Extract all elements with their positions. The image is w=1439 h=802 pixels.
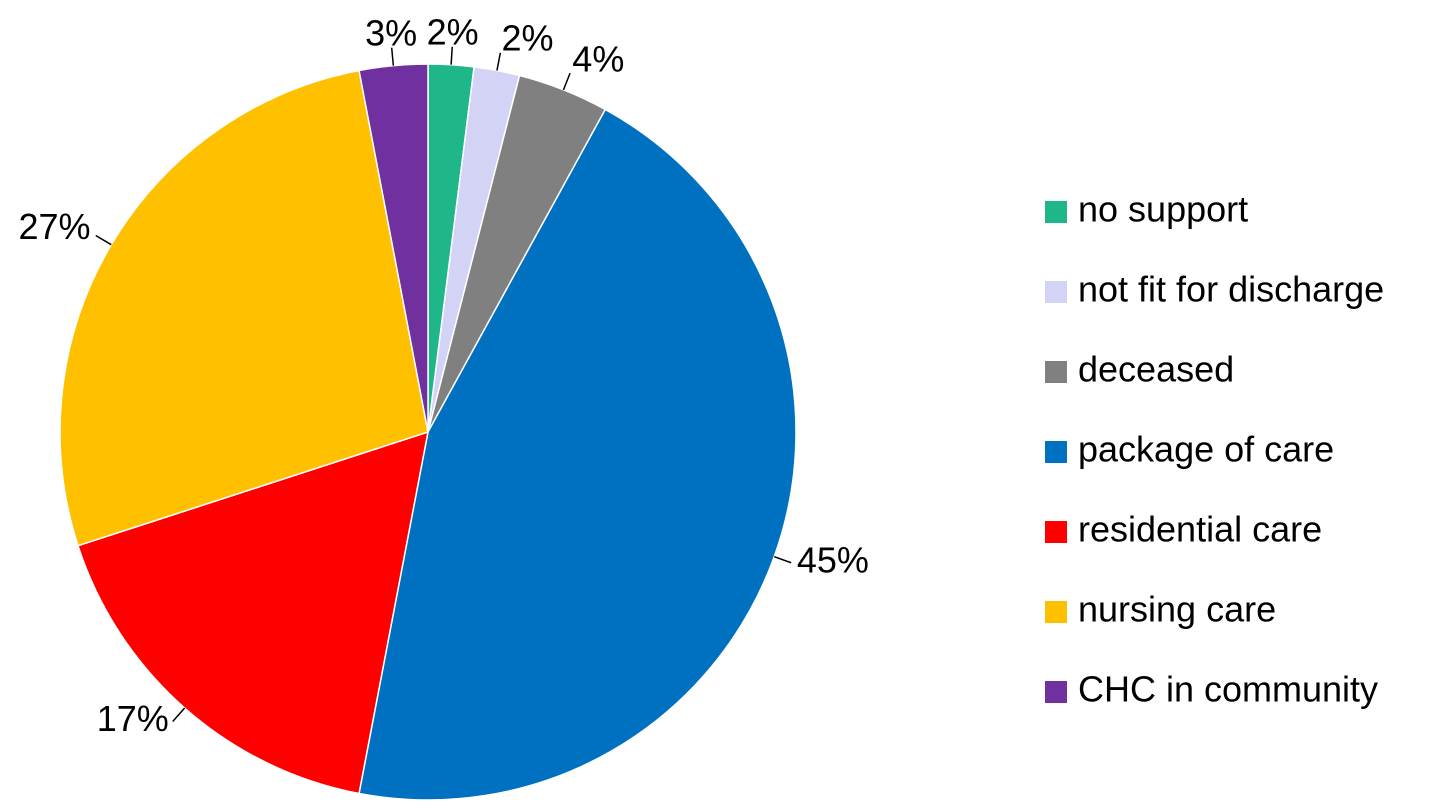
legend-label: package of care	[1078, 429, 1334, 470]
data-label: 17%	[97, 698, 169, 739]
leader-line	[562, 72, 571, 91]
legend-swatch	[1045, 441, 1067, 463]
legend-label: residential care	[1078, 509, 1322, 550]
legend-swatch	[1045, 201, 1067, 223]
legend-swatch	[1045, 281, 1067, 303]
legend-swatch	[1045, 361, 1067, 383]
leader-line	[95, 234, 112, 246]
leader-line	[450, 46, 453, 65]
legend-label: deceased	[1078, 349, 1234, 390]
data-label: 4%	[572, 38, 624, 79]
leader-line	[390, 47, 395, 66]
legend-swatch	[1045, 521, 1067, 543]
data-label: 27%	[19, 206, 91, 247]
legend-label: nursing care	[1078, 589, 1276, 630]
pie-slice	[59, 69, 429, 547]
leader-line	[773, 555, 792, 564]
leader-line	[172, 707, 186, 723]
leader-line	[496, 52, 502, 71]
pie-slice	[358, 63, 429, 433]
legend-label: no support	[1078, 189, 1248, 230]
data-label: 2%	[427, 11, 479, 52]
data-label: 2%	[501, 18, 553, 59]
legend-label: CHC in community	[1078, 669, 1378, 710]
pie-slice	[77, 430, 429, 795]
data-label: 3%	[365, 12, 417, 53]
data-label: 45%	[797, 539, 869, 580]
legend-swatch	[1045, 681, 1067, 703]
legend-label: not fit for discharge	[1078, 269, 1384, 310]
legend-swatch	[1045, 601, 1067, 623]
